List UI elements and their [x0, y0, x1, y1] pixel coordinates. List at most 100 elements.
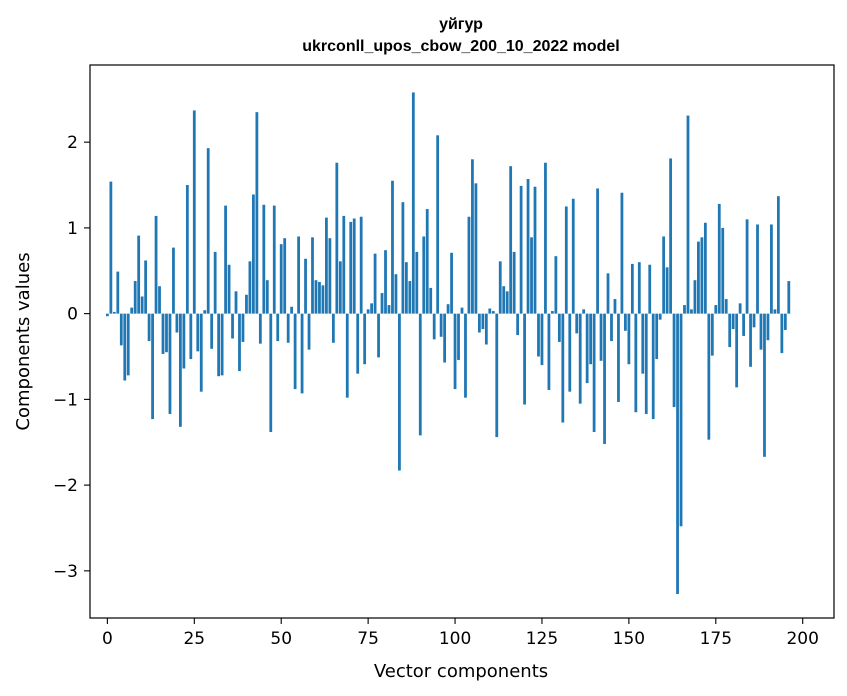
bar-152: [634, 313, 638, 413]
bar-80: [384, 250, 387, 314]
bar-41: [248, 261, 252, 314]
bar-45: [262, 204, 266, 314]
chart-subtitle: ukrconll_upos_cbow_200_10_2022 model: [302, 38, 619, 55]
x-axis-ticks: 0 25 50 75 100 125 150 175 200: [102, 618, 819, 649]
bar-69: [345, 313, 349, 398]
bar-75: [366, 309, 370, 314]
bar-174: [710, 313, 714, 356]
bar-74: [363, 313, 367, 365]
bar-112: [495, 313, 499, 438]
x-tick-label: 50: [270, 629, 292, 649]
bar-142: [599, 313, 603, 361]
bar-164: [676, 313, 679, 594]
bar-180: [731, 313, 735, 330]
bar-115: [505, 291, 509, 314]
bar-32: [217, 313, 221, 377]
bar-121: [526, 179, 530, 314]
bar-38: [238, 313, 241, 372]
bar-83: [394, 274, 398, 314]
bar-134: [571, 198, 575, 314]
bar-20: [175, 313, 179, 333]
bar-79: [380, 293, 384, 314]
bar-127: [547, 313, 551, 390]
bar-171: [700, 237, 704, 314]
bar-179: [728, 313, 732, 348]
bar-56: [300, 313, 304, 394]
bar-126: [544, 162, 547, 314]
bar-49: [276, 313, 280, 342]
bar-177: [721, 227, 725, 314]
bar-111: [491, 311, 495, 314]
bar-94: [432, 313, 436, 340]
bar-88: [411, 92, 415, 314]
bar-2: [112, 311, 116, 314]
bar-35: [227, 264, 231, 314]
bar-187: [756, 224, 759, 314]
x-tick-label: 175: [700, 629, 732, 649]
bar-150: [627, 313, 631, 365]
bar-114: [502, 286, 506, 314]
bar-62: [321, 285, 325, 314]
bar-122: [530, 237, 533, 314]
bar-17: [165, 313, 168, 353]
bar-137: [582, 309, 586, 314]
bar-136: [578, 313, 582, 404]
x-tick-label: 75: [357, 629, 379, 649]
bar-78: [377, 313, 380, 358]
bar-163: [672, 313, 676, 408]
bar-195: [783, 313, 787, 330]
x-tick-label: 0: [102, 629, 113, 649]
bar-139: [589, 313, 593, 365]
bar-155: [644, 313, 648, 414]
bar-33: [220, 313, 224, 376]
bar-47: [269, 313, 273, 432]
bar-100: [453, 313, 457, 390]
x-tick-label: 200: [786, 629, 818, 649]
bar-7: [130, 307, 134, 314]
bar-146: [613, 299, 617, 314]
y-tick-label: 1: [67, 219, 78, 239]
y-axis-ticks: −3 −2 −1 0 1 2: [53, 133, 90, 582]
y-tick-label: 0: [67, 305, 78, 325]
bar-186: [752, 313, 756, 328]
bar-89: [415, 251, 419, 314]
x-tick-label: 125: [526, 629, 558, 649]
bar-141: [596, 188, 599, 314]
y-tick-label: 2: [67, 133, 78, 153]
bar-40: [245, 294, 248, 314]
bar-109: [484, 313, 488, 345]
bar-0: [105, 313, 109, 317]
bar-162: [669, 158, 672, 314]
bar-178: [724, 299, 728, 314]
y-tick-label: −1: [53, 390, 78, 410]
bar-24: [189, 313, 193, 360]
bar-118: [516, 313, 520, 336]
bar-3: [116, 271, 120, 314]
bar-182: [738, 303, 742, 314]
bar-63: [325, 217, 328, 314]
bar-105: [471, 159, 474, 314]
bar-159: [658, 313, 662, 320]
x-axis-label: Vector components: [374, 661, 548, 682]
bar-29: [206, 148, 210, 314]
bar-48: [272, 205, 276, 314]
y-axis-label: Components values: [13, 252, 34, 430]
bar-93: [429, 287, 433, 314]
y-tick-label: −2: [53, 476, 78, 496]
bar-149: [624, 313, 627, 331]
bar-59: [311, 237, 314, 314]
bar-60: [314, 280, 318, 314]
bar-140: [592, 313, 596, 432]
bar-110: [488, 308, 492, 314]
bar-53: [290, 306, 294, 314]
bar-95: [436, 135, 440, 314]
bar-5: [123, 313, 127, 381]
chart-title: уйгур: [439, 16, 483, 33]
bar-86: [404, 262, 408, 314]
bar-23: [185, 185, 189, 314]
bar-71: [352, 218, 356, 314]
bar-172: [703, 222, 707, 314]
bar-36: [231, 313, 234, 339]
bar-30: [210, 313, 214, 349]
